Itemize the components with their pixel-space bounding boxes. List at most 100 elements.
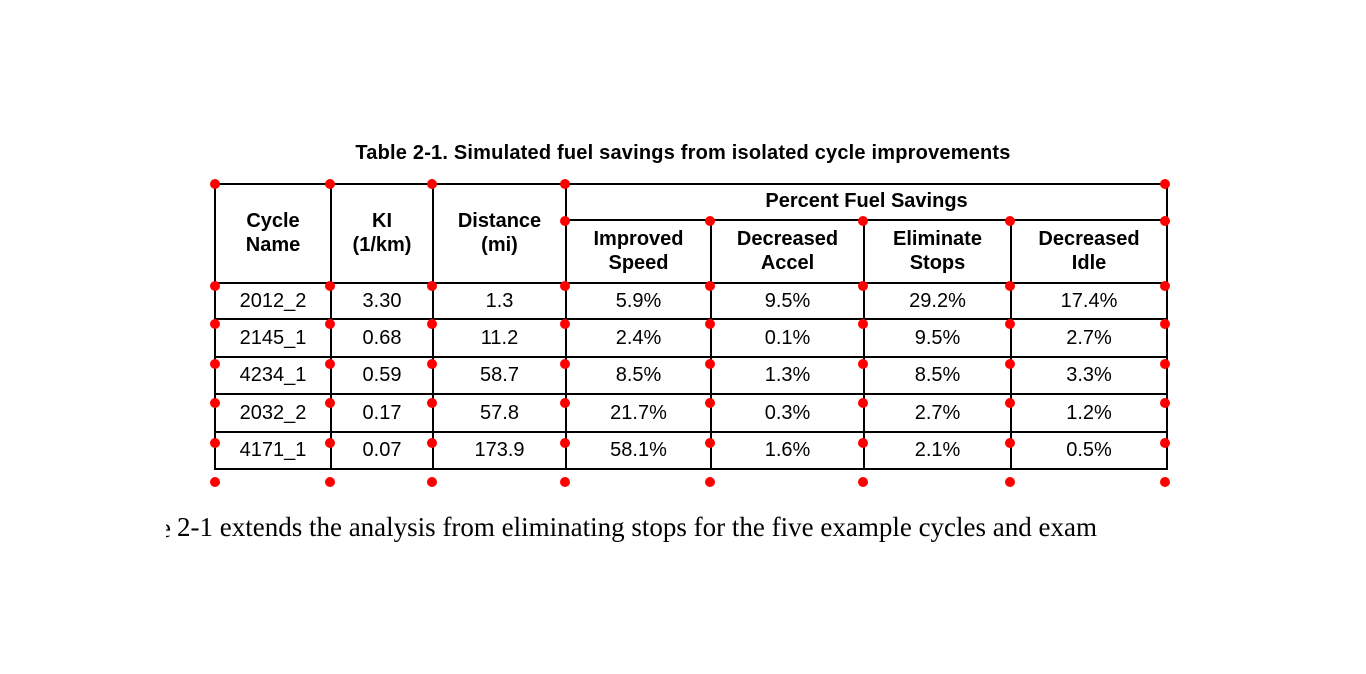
table-cell: 2.4% [565, 318, 712, 358]
table-cell: 5.9% [565, 282, 712, 320]
header-row-top: Cycle Name KI (1/km) Distance (mi) Perce… [214, 183, 1169, 284]
grid-dot [1160, 359, 1170, 369]
grid-dot [1160, 216, 1170, 226]
table-cell: 1.3 [432, 282, 567, 320]
table-cell: 0.17 [330, 393, 434, 433]
grid-dot [427, 179, 437, 189]
table-row: 2145_1 0.68 11.2 2.4% 0.1% 9.5% 2.7% [214, 318, 1169, 358]
table-cell: 4171_1 [214, 431, 332, 470]
table-cell: 8.5% [863, 356, 1012, 395]
grid-dot [705, 359, 715, 369]
table-cell: 0.68 [330, 318, 434, 358]
table-cell: 2.1% [863, 431, 1012, 470]
col-header-distance: Distance (mi) [432, 183, 567, 284]
table-cell: 0.3% [710, 393, 865, 433]
table-cell: 1.3% [710, 356, 865, 395]
cropped-char: e [166, 513, 174, 543]
table-cell: 2.7% [863, 393, 1012, 433]
table-cell: 0.07 [330, 431, 434, 470]
grid-dot [858, 359, 868, 369]
grid-dot [705, 216, 715, 226]
grid-dot [705, 281, 715, 291]
body-text-line: e2-1 extends the analysis from eliminati… [166, 512, 1097, 543]
table-row: 4234_1 0.59 58.7 8.5% 1.3% 8.5% 3.3% [214, 356, 1169, 395]
grid-dot [427, 398, 437, 408]
grid-dot [1005, 438, 1015, 448]
table-cell: 4234_1 [214, 356, 332, 395]
table-cell: 21.7% [565, 393, 712, 433]
grid-dot [560, 359, 570, 369]
table-cell: 0.59 [330, 356, 434, 395]
grid-dot [427, 438, 437, 448]
grid-dot [705, 398, 715, 408]
table-cell: 3.3% [1009, 356, 1169, 395]
grid-dot [427, 319, 437, 329]
col-header-decreased-idle: Decreased Idle [1009, 219, 1169, 284]
table-cell: 0.1% [710, 318, 865, 358]
table-cell: 2012_2 [214, 282, 332, 320]
grid-dot [210, 281, 220, 291]
table-cell: 57.8 [432, 393, 567, 433]
grid-dot [1005, 359, 1015, 369]
grid-dot [325, 398, 335, 408]
table-cell: 1.6% [710, 431, 865, 470]
fuel-savings-table: Cycle Name KI (1/km) Distance (mi) Perce… [214, 183, 1169, 470]
table-cell: 3.30 [330, 282, 434, 320]
grid-dot [858, 398, 868, 408]
table-cell: 2032_2 [214, 393, 332, 433]
grid-dot [210, 438, 220, 448]
grid-dot [560, 281, 570, 291]
grid-dot [560, 477, 570, 487]
grid-dot [427, 281, 437, 291]
grid-dot [1005, 398, 1015, 408]
grid-dot [325, 179, 335, 189]
col-header-eliminate-stops: Eliminate Stops [863, 219, 1012, 284]
body-sentence: 2-1 extends the analysis from eliminatin… [177, 512, 1097, 542]
grid-dot [210, 359, 220, 369]
table-cell: 9.5% [710, 282, 865, 320]
table-cell: 8.5% [565, 356, 712, 395]
table-row: 2032_2 0.17 57.8 21.7% 0.3% 2.7% 1.2% [214, 393, 1169, 433]
table-cell: 9.5% [863, 318, 1012, 358]
grid-dot [1005, 319, 1015, 329]
grid-dot [427, 359, 437, 369]
grid-dot [1005, 216, 1015, 226]
col-header-decreased-accel: Decreased Accel [710, 219, 865, 284]
grid-dot [705, 319, 715, 329]
grid-dot [858, 216, 868, 226]
col-header-ki: KI (1/km) [330, 183, 434, 284]
table-cell: 58.1% [565, 431, 712, 470]
grid-dot [858, 438, 868, 448]
grid-dot [1005, 281, 1015, 291]
grid-dot [325, 477, 335, 487]
header-row-sub: Improved Speed Decreased Accel Eliminate… [215, 219, 1169, 284]
table-cell: 1.2% [1009, 393, 1169, 433]
grid-dot [705, 477, 715, 487]
table-cell: 2145_1 [214, 318, 332, 358]
grid-dot [1160, 438, 1170, 448]
table-cell: 2.7% [1009, 318, 1169, 358]
grid-dot [1160, 281, 1170, 291]
grid-dot [210, 179, 220, 189]
table-cell: 29.2% [863, 282, 1012, 320]
grid-dot [858, 477, 868, 487]
table-cell: 58.7 [432, 356, 567, 395]
grid-dot [858, 281, 868, 291]
grid-dot [210, 398, 220, 408]
grid-dot [705, 438, 715, 448]
grid-dot [1160, 319, 1170, 329]
grid-dot [560, 179, 570, 189]
grid-dot [325, 359, 335, 369]
grid-dot [325, 319, 335, 329]
grid-dot [1160, 179, 1170, 189]
table-row: 2012_2 3.30 1.3 5.9% 9.5% 29.2% 17.4% [214, 282, 1169, 320]
grid-dot [427, 477, 437, 487]
grid-dot [560, 398, 570, 408]
grid-dot [210, 477, 220, 487]
table-cell: 173.9 [432, 431, 567, 470]
col-header-cycle-name: Cycle Name [214, 183, 332, 284]
grid-dot [560, 438, 570, 448]
grid-dot [1160, 477, 1170, 487]
table-caption: Table 2-1. Simulated fuel savings from i… [355, 142, 1011, 164]
grid-dot [858, 319, 868, 329]
